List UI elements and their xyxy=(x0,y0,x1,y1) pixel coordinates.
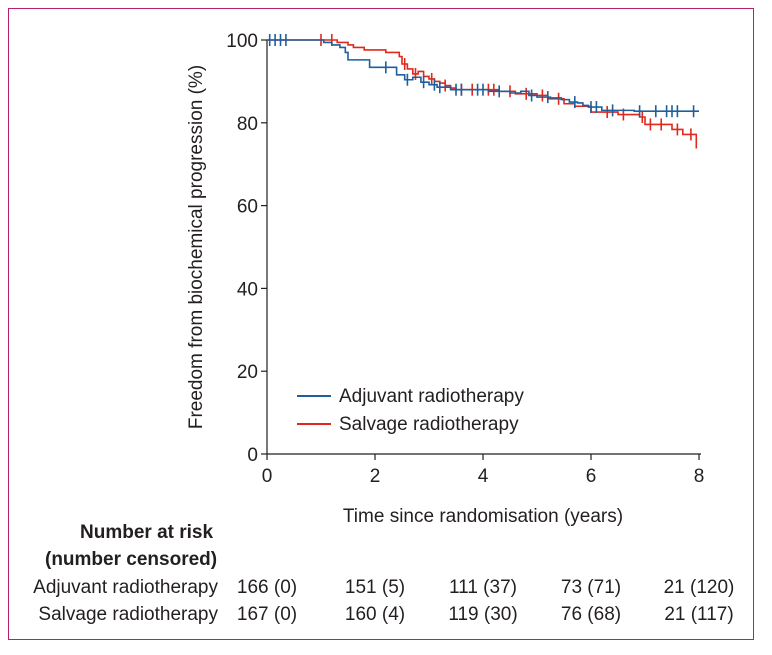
y-tick-label: 80 xyxy=(237,114,258,135)
y-tick-label: 60 xyxy=(237,197,258,218)
x-tick-label: 6 xyxy=(586,466,597,487)
y-tick-label: 40 xyxy=(237,279,258,300)
x-tick-label: 0 xyxy=(262,466,273,487)
km-curve-adjuvant xyxy=(267,39,699,113)
y-tick-label: 0 xyxy=(247,445,258,466)
x-tick-label: 8 xyxy=(694,466,705,487)
figure-frame xyxy=(8,8,754,640)
x-axis-label: Time since randomisation (years) xyxy=(343,506,623,527)
legend: Adjuvant radiotherapy Salvage radiotherap… xyxy=(297,386,524,435)
y-axis-label: Freedom from biochemical progression (%) xyxy=(186,65,207,429)
legend-label-salvage: Salvage radiotherapy xyxy=(339,414,519,435)
legend-label-adjuvant: Adjuvant radiotherapy xyxy=(339,386,524,407)
y-tick-label: 20 xyxy=(237,362,258,383)
y-tick-label: 100 xyxy=(226,31,258,52)
km-curve-salvage xyxy=(267,39,698,149)
x-tick-label: 2 xyxy=(370,466,381,487)
series-layer xyxy=(267,34,699,149)
x-tick-label: 4 xyxy=(478,466,489,487)
